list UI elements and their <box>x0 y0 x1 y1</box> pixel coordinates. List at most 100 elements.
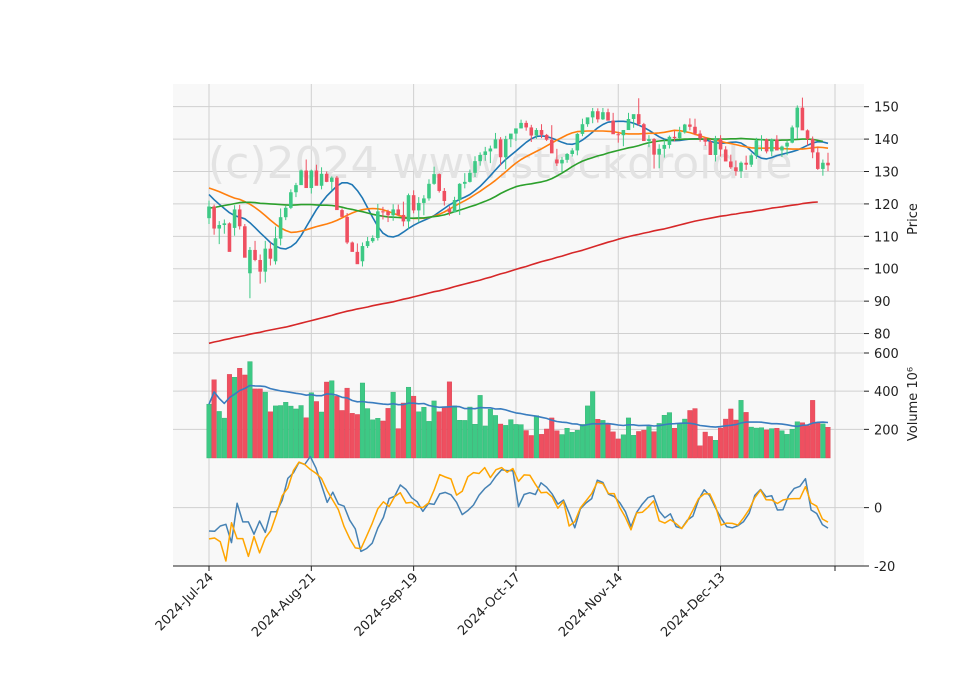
x-tick-label: 2024-Aug-21 <box>249 570 319 640</box>
candle-body <box>227 223 232 252</box>
volume-bar <box>774 428 780 459</box>
volume-bar <box>349 413 355 459</box>
candle-body <box>355 251 360 265</box>
price-tick-label: 120 <box>874 198 899 213</box>
volume-tick-label: 600 <box>874 347 899 362</box>
candle-body <box>222 223 227 225</box>
volume-bar <box>815 422 821 459</box>
candle-body <box>626 119 631 131</box>
volume-bar <box>661 415 667 459</box>
x-tick-label: 2024-Dec-13 <box>658 570 728 640</box>
volume-bar <box>221 417 227 459</box>
candle-body <box>263 248 268 272</box>
candle-body <box>672 136 677 139</box>
candle-body <box>565 154 569 160</box>
volume-bar <box>457 420 463 459</box>
volume-bar <box>436 411 442 459</box>
volume-bar <box>631 435 637 459</box>
candle-body <box>386 211 390 216</box>
volume-bar <box>636 431 642 459</box>
candle-body <box>442 190 447 201</box>
candle-body <box>294 185 298 193</box>
volume-bar <box>293 408 299 459</box>
volume-bar <box>605 423 611 459</box>
x-tick-label: 2024-Sep-19 <box>352 570 422 640</box>
candle-body <box>207 206 211 219</box>
candle-body <box>340 210 344 217</box>
candle-body <box>519 122 523 129</box>
candle-body <box>677 132 682 139</box>
volume-bar <box>549 417 555 459</box>
candle-body <box>248 249 252 274</box>
candle-body <box>217 224 222 229</box>
candle-body <box>427 183 431 199</box>
candle-body <box>376 211 380 238</box>
volume-bar <box>232 377 238 459</box>
volume-bar <box>298 405 304 459</box>
volume-bar <box>707 436 713 459</box>
candle-body <box>360 246 365 262</box>
candle-body <box>258 259 262 272</box>
candle-body <box>718 138 723 150</box>
candle-body <box>283 207 288 218</box>
x-tick-label: 2024-Jul-24 <box>153 570 217 634</box>
oscillator-tick-label: 0 <box>874 502 882 517</box>
x-tick-label: 2024-Oct-17 <box>455 570 523 638</box>
volume-bar <box>805 425 811 459</box>
volume-bar <box>615 438 621 459</box>
volume-bar <box>237 368 243 459</box>
volume-bar <box>400 402 406 459</box>
candle-body <box>468 172 472 182</box>
candle-body <box>667 136 672 145</box>
candle-body <box>785 142 789 147</box>
volume-bar <box>252 388 258 459</box>
candle-body <box>253 249 257 260</box>
candle-body <box>365 241 370 247</box>
candle-body <box>596 111 600 120</box>
candle-body <box>826 162 830 166</box>
volume-bar <box>247 361 253 459</box>
volume-bar <box>426 421 432 459</box>
candle-body <box>529 127 534 136</box>
candle-body <box>304 170 308 189</box>
candle-body <box>473 161 477 173</box>
volume-bar <box>656 423 662 459</box>
price-tick-label: 150 <box>874 101 899 116</box>
volume-bar <box>518 424 524 459</box>
volume-bar <box>554 430 560 459</box>
candle-body <box>237 209 242 227</box>
volume-bar <box>477 395 483 459</box>
candle-body <box>693 126 697 134</box>
price-tick-label: 140 <box>874 133 899 148</box>
volume-bar <box>273 405 279 459</box>
candle-body <box>560 159 564 164</box>
candle-body <box>601 112 605 120</box>
volume-bar <box>569 432 575 459</box>
candle-body <box>483 151 488 155</box>
candle-body <box>391 209 395 216</box>
volume-bar <box>738 400 744 459</box>
volume-bar <box>421 407 427 459</box>
candle-body <box>422 198 426 203</box>
candle-body <box>616 134 621 136</box>
volume-bar <box>288 405 294 459</box>
candle-body <box>780 146 784 151</box>
candle-body <box>652 139 656 155</box>
candle-body <box>534 130 539 136</box>
volume-bar <box>319 411 325 459</box>
candle-body <box>769 139 774 152</box>
candle-body <box>703 138 708 142</box>
candle-body <box>243 226 247 258</box>
volume-bar <box>564 428 570 459</box>
candle-body <box>555 159 559 164</box>
volume-bar <box>308 392 314 459</box>
volume-bar <box>211 379 217 459</box>
price-tick-label: 100 <box>874 263 899 278</box>
volume-bar <box>339 410 345 459</box>
candle-body <box>447 208 452 213</box>
volume-bar <box>375 418 381 459</box>
candle-body <box>739 162 743 172</box>
volume-bar <box>482 425 488 459</box>
volume-bar <box>508 419 514 459</box>
volume-bar <box>359 382 365 459</box>
